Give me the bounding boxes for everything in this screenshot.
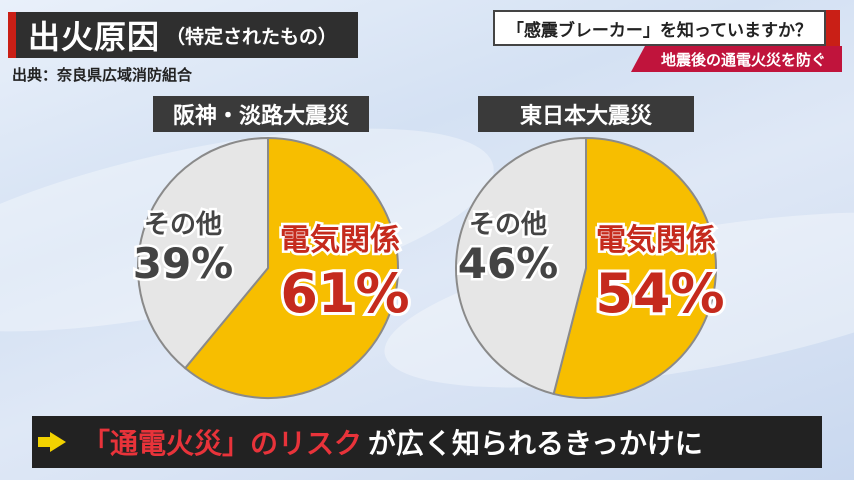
banner-text: が広く知られるきっかけに [368,427,703,460]
slice-label-hanshin-other: その他 [144,210,222,240]
slice-label-higashinihon-other: その他 [469,210,547,240]
source-credit: 出典：奈良県広域消防組合 [12,66,193,84]
arrow-right-icon [38,432,66,452]
chart-title-hanshin: 阪神・淡路大震災 [153,96,369,132]
slice-label-hanshin-electric: 電気関係 [280,223,400,258]
pie-slice-hanshin-other [137,136,269,370]
slice-label-higashinihon-electric: 電気関係 [596,223,716,258]
title-accent-bar [8,12,16,58]
slice-value-hanshin-electric: 61% [280,262,409,325]
page-title: 出火原因 [28,18,161,56]
pie-slice-higashinihon-electric [552,136,717,399]
summary-banner: 「通電火災」のリスク が広く知られるきっかけに [32,416,822,468]
slice-value-hanshin-other: 39% [133,239,234,288]
pie-slice-hanshin-electric [183,136,399,399]
page-subtitle: （特定されたもの） [166,25,338,48]
banner-highlight: 「通電火災」のリスク [82,427,363,460]
title-box: 出火原因 （特定されたもの） [8,12,358,58]
slice-value-higashinihon-other: 46% [458,239,559,288]
topic-subtitle-tag: 地震後の通電火災を防ぐ [630,46,842,72]
chart-title-higashinihon: 東日本大震災 [478,96,694,132]
topic-question-tag: 「感震ブレーカー」を知っていますか？ [492,10,841,46]
slice-value-higashinihon-electric: 54% [595,262,724,325]
pie-slice-higashinihon-other [455,136,587,396]
